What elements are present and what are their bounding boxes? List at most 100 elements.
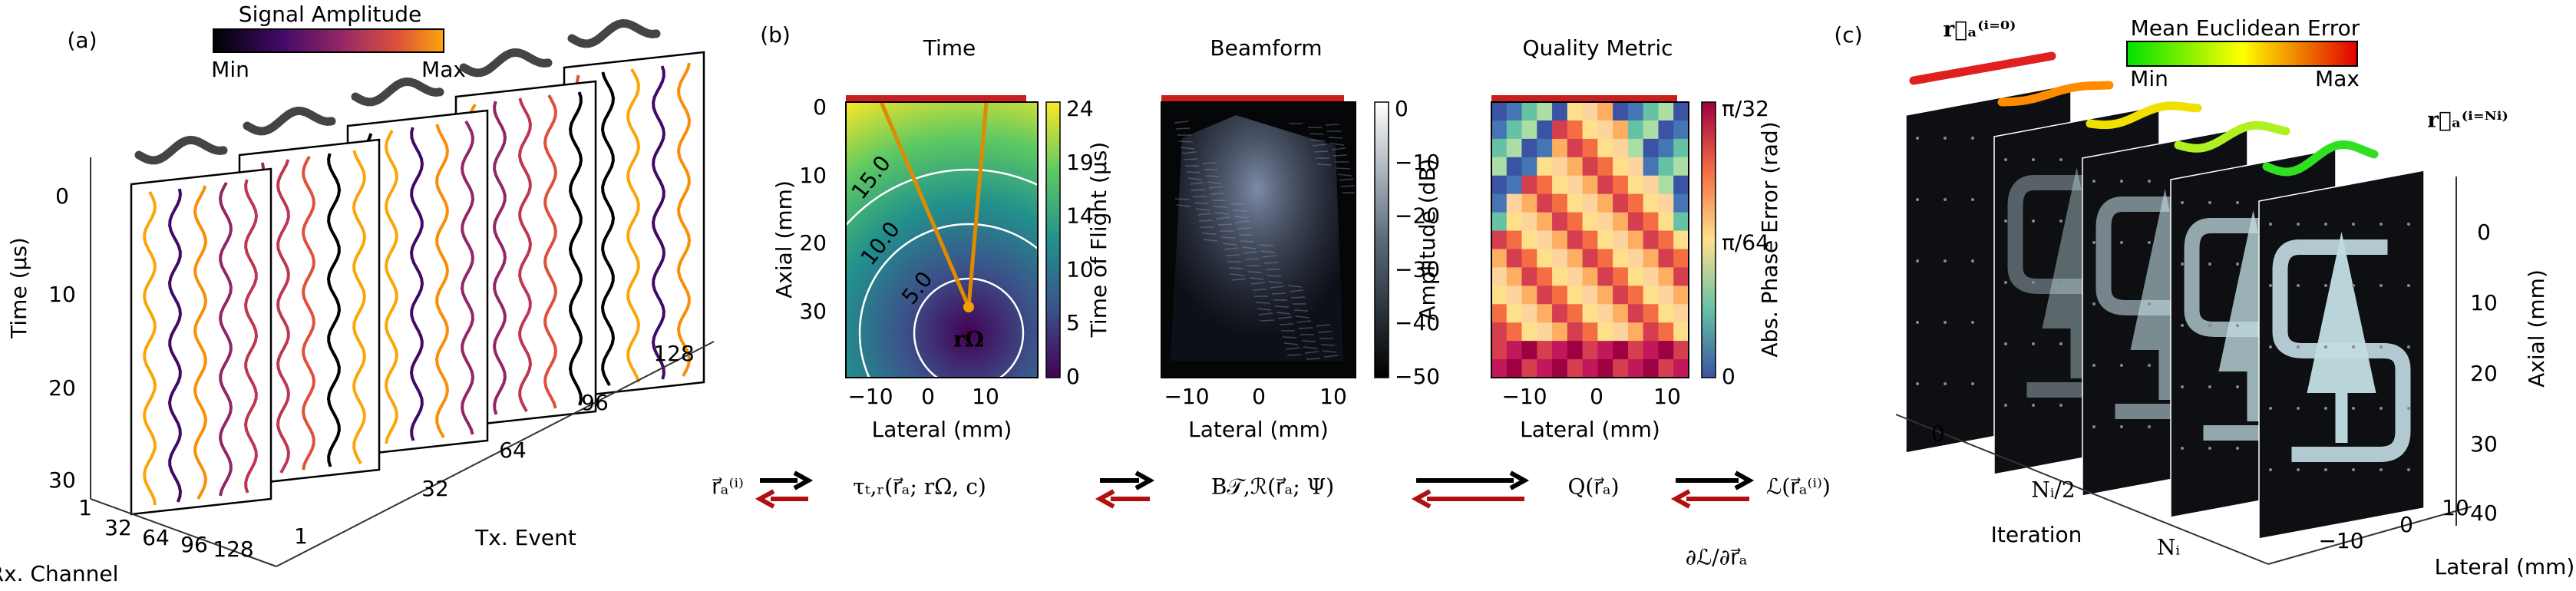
- speckle: [1271, 292, 1286, 295]
- qm-cell: [1537, 304, 1553, 323]
- grid-dot: [2032, 220, 2035, 223]
- qm-cell: [1643, 249, 1659, 268]
- qm-cell: [1521, 267, 1537, 286]
- qm-cell: [1582, 286, 1598, 305]
- speckle: [1328, 137, 1343, 139]
- qm-cell: [1506, 120, 1523, 140]
- equation-term: Q(r⃗ₐ): [1567, 474, 1619, 500]
- grid-dot: [1971, 198, 1974, 201]
- grid-dot: [2092, 180, 2095, 183]
- array-curve: [2262, 140, 2379, 177]
- grid-dot: [2236, 201, 2239, 204]
- colorbar-tick: 5: [1066, 310, 1080, 335]
- tx-tick: 32: [421, 476, 449, 501]
- qm-cell: [1567, 230, 1584, 249]
- grid-dot: [2407, 468, 2410, 471]
- qm-cell: [1658, 175, 1674, 195]
- grid-dot: [2352, 468, 2355, 471]
- grid-dot: [2236, 447, 2239, 450]
- tx-tick: 128: [653, 341, 694, 366]
- grid-dot: [1916, 137, 1919, 140]
- trace: [492, 101, 507, 415]
- qm-cell: [1673, 322, 1689, 342]
- qm-cell: [1506, 193, 1523, 213]
- tx-tick: 96: [581, 390, 609, 415]
- trace: [600, 71, 616, 386]
- qm-cell: [1673, 120, 1689, 140]
- qm-cell: [1658, 249, 1674, 268]
- qm-cell: [1673, 230, 1689, 249]
- grid-dot: [1971, 382, 1974, 385]
- grid-dot: [2297, 345, 2300, 348]
- colorbar-tick: −50: [1395, 364, 1440, 389]
- trace: [142, 191, 157, 506]
- speckle: [1337, 173, 1352, 177]
- start-label: r⃗ₐ⁽ⁱ⁼⁰⁾: [1943, 17, 2016, 42]
- time-tick: 10: [48, 282, 76, 307]
- speckle: [1270, 286, 1285, 289]
- y-tick: 30: [799, 299, 827, 324]
- qm-cell: [1491, 286, 1508, 305]
- grid-dot: [2236, 324, 2239, 327]
- colorbar-tick: 19: [1066, 150, 1094, 175]
- contour: [846, 168, 1038, 227]
- axial-tick: 30: [2470, 431, 2498, 457]
- qm-cell: [1613, 138, 1629, 158]
- qm-cell: [1521, 230, 1537, 249]
- qm-cell: [1627, 120, 1644, 140]
- speckle: [1322, 350, 1337, 353]
- grid-dot: [2324, 284, 2327, 287]
- qm-cell: [1643, 230, 1659, 249]
- qm-cell: [1673, 102, 1689, 121]
- qm-cell: [1567, 249, 1584, 268]
- iteration-tick: Nᵢ/2: [2031, 477, 2075, 503]
- qm-cell: [1627, 267, 1644, 286]
- qm-cell: [1537, 322, 1553, 342]
- speckle: [1208, 186, 1224, 189]
- qm-cell: [1658, 341, 1674, 360]
- grid-dot: [2120, 364, 2123, 367]
- time-tick: 30: [48, 467, 76, 493]
- qm-cell: [1613, 341, 1629, 360]
- trace: [301, 156, 316, 470]
- qm-cell: [1491, 175, 1508, 195]
- qm-cell: [1643, 267, 1659, 286]
- speckle: [1274, 305, 1290, 308]
- speckle: [1279, 323, 1294, 325]
- grid-dot: [2297, 223, 2300, 226]
- grid-dot: [2379, 468, 2383, 471]
- arrow-backward: [755, 489, 808, 509]
- grid-dot: [2297, 468, 2300, 471]
- grid-dot: [2092, 302, 2095, 305]
- speckle: [1241, 246, 1257, 249]
- grid-dot: [2181, 324, 2184, 327]
- qm-cell: [1613, 267, 1629, 286]
- trace: [276, 159, 291, 474]
- qm-cell: [1658, 157, 1674, 177]
- qm-cell: [1567, 267, 1584, 286]
- contour: [858, 223, 1038, 378]
- bmode-fan: [1171, 115, 1343, 361]
- qm-cell: [1537, 102, 1553, 121]
- colorbar-tick: 0: [1066, 364, 1080, 389]
- colorbar: [1374, 101, 1389, 378]
- arrow-backward: [1411, 489, 1524, 509]
- grid-dot: [2269, 468, 2272, 471]
- speckle: [1287, 285, 1303, 288]
- speckle: [1258, 312, 1273, 315]
- x-tick: 0: [1590, 384, 1603, 409]
- speckle: [1323, 355, 1339, 358]
- speckle: [1214, 212, 1230, 215]
- qm-cell: [1537, 267, 1553, 286]
- speckle: [1325, 124, 1340, 126]
- qm-cell: [1491, 230, 1508, 249]
- speckle: [1243, 251, 1258, 254]
- qm-cell: [1506, 175, 1523, 195]
- qm-cell: [1613, 286, 1629, 305]
- grid-dot: [2324, 407, 2327, 410]
- qm-cell: [1643, 120, 1659, 140]
- qm-cell: [1643, 102, 1659, 121]
- grid-dot: [2269, 223, 2272, 226]
- qm-cell: [1506, 341, 1523, 360]
- speckle: [1187, 177, 1203, 180]
